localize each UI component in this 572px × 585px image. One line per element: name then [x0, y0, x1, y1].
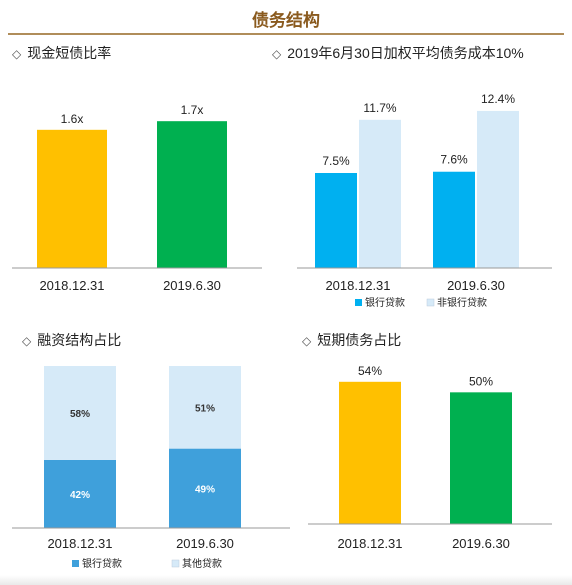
funding-cost-data-label-1-1: 12.4%: [481, 92, 515, 106]
short-term-debt-data-label-0: 54%: [358, 364, 382, 378]
financing-structure-tick-label-1: 2019.6.30: [176, 536, 234, 551]
short-term-debt-title: 短期债务占比: [317, 332, 402, 348]
funding-cost-tick-label-0: 2018.12.31: [325, 278, 390, 293]
financing-structure-data-label-0-0: 42%: [70, 490, 90, 501]
funding-cost-bar-0-0: [315, 173, 357, 268]
financing-structure-legend-label-0: 银行贷款: [82, 557, 122, 570]
funding-cost-bar-0-1: [433, 171, 475, 268]
diamond-icon: ◇: [302, 334, 312, 348]
diamond-icon: ◇: [22, 334, 32, 348]
funding-cost-legend-swatch-0: [355, 299, 362, 306]
short-term-debt-bar-1: [450, 392, 512, 524]
panel-title-financing-structure: ◇ 融资结构占比: [22, 330, 121, 350]
funding-cost-bar-1-0: [359, 119, 401, 268]
panel-title-funding-cost: ◇ 2019年6月30日加权平均债务成本10%: [272, 43, 524, 63]
funding-cost-data-label-0-0: 7.5%: [322, 154, 350, 168]
cash-ratio-tick-label-1: 2019.6.30: [163, 278, 221, 293]
financing-structure-tick-label-0: 2018.12.31: [47, 536, 112, 551]
funding-cost-data-label-0-1: 7.6%: [440, 153, 468, 167]
funding-cost-legend-swatch-1: [426, 298, 435, 307]
financing-structure-title: 融资结构占比: [37, 332, 122, 348]
financing-structure-bar-0-1: [169, 448, 241, 528]
title-divider: [8, 33, 564, 35]
panel-title-short-term-debt: ◇ 短期债务占比: [302, 330, 401, 350]
short-term-debt-tick-label-1: 2019.6.30: [452, 536, 510, 551]
cash-ratio-bar-0: [37, 129, 107, 268]
short-term-debt-tick-label-0: 2018.12.31: [337, 536, 402, 551]
financing-structure-legend-swatch-0: [72, 560, 79, 567]
cash-ratio-title: 现金短债比率: [27, 45, 112, 61]
cash-ratio-data-label-1: 1.7x: [181, 103, 204, 117]
financing-structure-bar-0-0: [44, 459, 116, 528]
funding-cost-legend-label-0: 银行贷款: [365, 296, 405, 309]
funding-cost-data-label-1-0: 11.7%: [363, 101, 396, 115]
cash-ratio-data-label-0: 1.6x: [61, 112, 84, 126]
panel-title-cash-ratio: ◇ 现金短债比率: [12, 43, 111, 63]
funding-cost-legend-label-1: 非银行贷款: [437, 296, 487, 309]
financing-structure-bar-1-0: [44, 366, 116, 460]
diamond-icon: ◇: [12, 47, 22, 61]
short-term-debt-data-label-1: 50%: [469, 374, 493, 388]
financing-structure-data-label-1-0: 58%: [70, 409, 90, 420]
financing-structure-legend-label-1: 其他贷款: [182, 557, 222, 570]
page-title: 债务结构: [252, 11, 320, 30]
funding-cost-bar-1-1: [477, 110, 519, 268]
financing-structure-legend-swatch-1: [171, 559, 180, 568]
diamond-icon: ◇: [272, 47, 282, 61]
funding-cost-tick-label-1: 2019.6.30: [447, 278, 505, 293]
cash-ratio-bar-1: [157, 121, 227, 268]
short-term-debt-bar-0: [339, 381, 401, 524]
cash-ratio-tick-label-0: 2018.12.31: [39, 278, 104, 293]
financing-structure-data-label-0-1: 49%: [195, 484, 215, 495]
funding-cost-title: 2019年6月30日加权平均债务成本10%: [287, 45, 524, 61]
footer-band: [0, 575, 572, 585]
financing-structure-data-label-1-1: 51%: [195, 403, 215, 414]
financing-structure-bar-1-1: [169, 366, 241, 449]
